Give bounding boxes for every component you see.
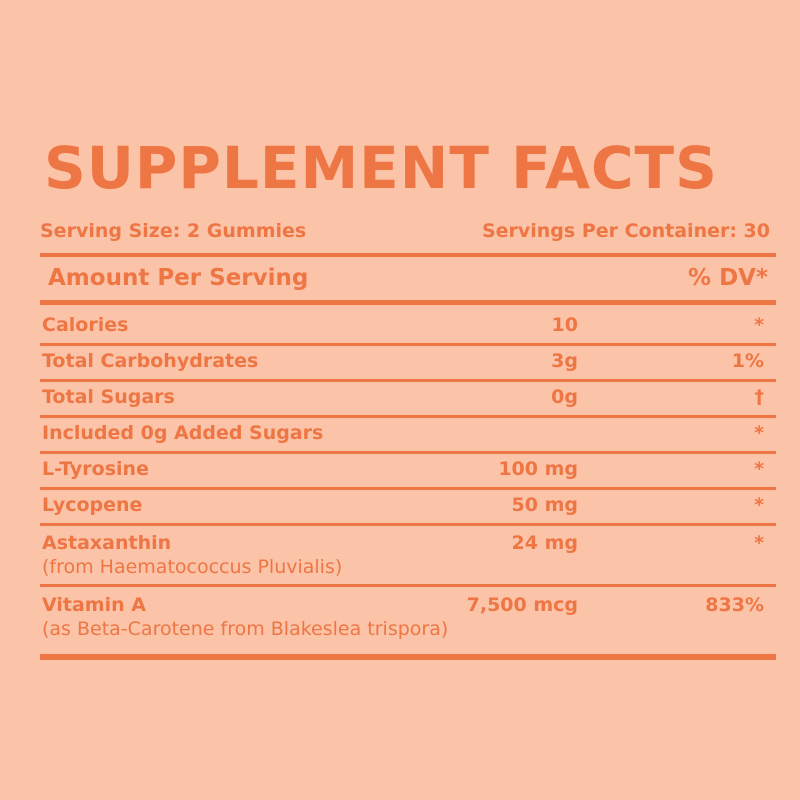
divider (40, 343, 776, 346)
nutrient-name: Total Sugars (42, 386, 175, 408)
divider (40, 584, 776, 587)
nutrient-dv: 833% (705, 594, 764, 616)
nutrient-amount: 0g (551, 386, 578, 408)
servings-per-container: Servings Per Container: 30 (481, 220, 770, 242)
divider (40, 451, 776, 454)
dv-header: % DV* (688, 265, 768, 291)
amount-per-serving-header: Amount Per Serving (48, 265, 309, 291)
nutrient-dv: * (754, 494, 764, 516)
nutrient-amount: 50 mg (511, 494, 578, 516)
nutrient-amount: 100 mg (498, 458, 578, 480)
nutrient-name: Vitamin A (42, 594, 146, 616)
nutrient-dv: * (754, 314, 764, 336)
nutrient-amount: 7,500 mcg (466, 594, 578, 616)
nutrient-name: Astaxanthin (42, 532, 172, 554)
nutrient-dv: * (754, 422, 764, 444)
nutrient-name: Lycopene (42, 494, 143, 516)
nutrient-dv: 1% (731, 350, 764, 372)
serving-info: Serving Size: 2 Gummies Servings Per Con… (40, 216, 770, 246)
divider (40, 654, 776, 660)
nutrient-source: (as Beta-Carotene from Blakeslea trispor… (42, 618, 449, 640)
divider (40, 253, 776, 257)
nutrient-dv: † (754, 386, 765, 408)
divider (40, 487, 776, 490)
divider (40, 415, 776, 418)
nutrient-source: (from Haematococcus Pluvialis) (42, 556, 343, 578)
nutrient-name: L-Tyrosine (42, 458, 149, 480)
divider (40, 523, 776, 526)
nutrient-name: Total Carbohydrates (42, 350, 259, 372)
divider (40, 379, 776, 382)
page-title: SUPPLEMENT FACTS (44, 134, 718, 202)
nutrient-name: Included 0g Added Sugars (42, 422, 324, 444)
nutrient-amount: 24 mg (511, 532, 578, 554)
facts-panel: SUPPLEMENT FACTS Serving Size: 2 Gummies… (40, 0, 776, 800)
divider (40, 300, 776, 305)
nutrient-dv: * (754, 532, 764, 554)
nutrient-amount: 3g (551, 350, 578, 372)
serving-size: Serving Size: 2 Gummies (40, 220, 307, 242)
nutrient-name: Calories (42, 314, 129, 336)
nutrient-amount: 10 (551, 314, 578, 336)
table-header: Amount Per Serving % DV* (40, 258, 768, 298)
nutrient-dv: * (754, 458, 764, 480)
